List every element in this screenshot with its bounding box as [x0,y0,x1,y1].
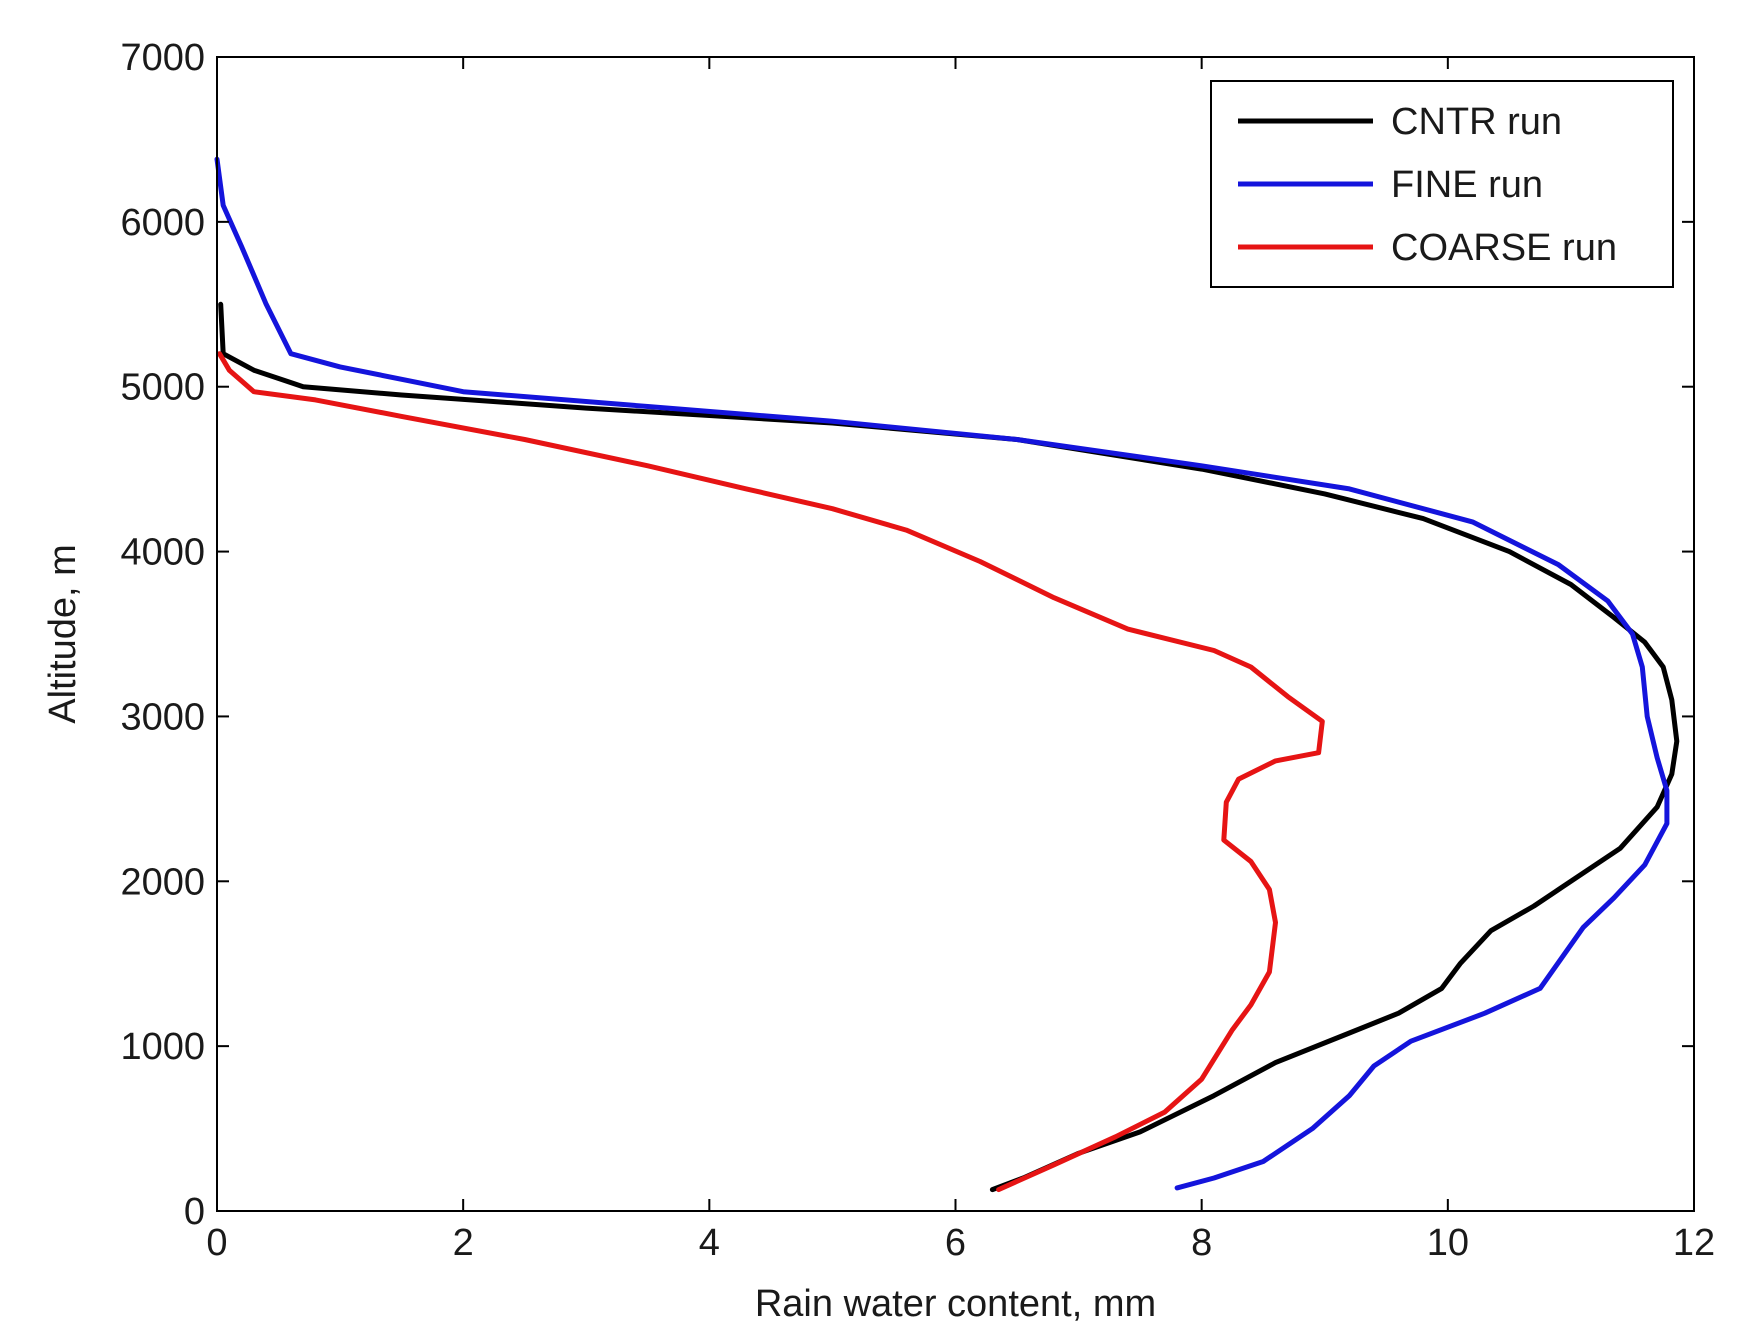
legend-label-fine: FINE run [1391,164,1543,206]
series-layer [214,156,1680,1193]
x-tick-label: 2 [453,1222,474,1264]
y-tick-label: 2000 [120,861,205,903]
x-axis-title: Rain water content, mm [755,1283,1156,1325]
series-line-fine-run [214,156,1670,1191]
x-tick-label: 10 [1427,1222,1469,1264]
x-tick-label: 12 [1673,1222,1715,1264]
x-tick-label: 6 [945,1222,966,1264]
y-tick-label: 4000 [120,532,205,574]
legend: CNTR run FINE run COARSE run [1210,80,1674,288]
y-tick-label: 6000 [120,202,205,244]
legend-label-coarse: COARSE run [1391,227,1617,269]
tick-layer: 0 2 4 6 8 10 12 0 1000 2000 3000 4000 5000 6000 7000 [120,37,1715,1264]
y-tick-label: 3000 [120,696,205,738]
y-tick-label: 1000 [120,1026,205,1068]
series-line-coarse-run [217,351,1325,1193]
y-axis-title: Altitude, m [42,544,84,724]
y-tick-label: 0 [184,1191,205,1233]
x-tick-label: 0 [206,1222,227,1264]
series-line-cntr-run [218,301,1680,1193]
y-tick-label: 7000 [120,37,205,79]
legend-label-cntr: CNTR run [1391,101,1562,143]
x-tick-label: 4 [699,1222,720,1264]
y-tick-label: 5000 [120,367,205,409]
x-tick-label: 8 [1191,1222,1212,1264]
